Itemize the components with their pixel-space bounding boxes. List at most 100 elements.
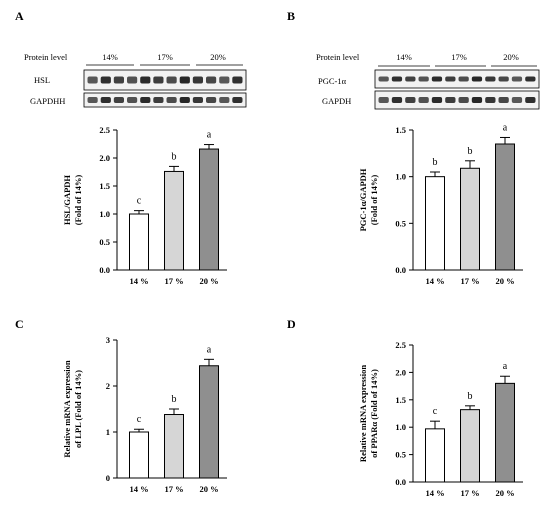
bar [199,148,219,271]
bar-chart-d: 0.0 0.5 1.0 1.5 2.0 2.5 Relative mRNA expressi… [358,340,523,498]
blot-band [458,97,469,103]
western-blot-b: Protein level 14% 17% 20% PGC-1α GAPDH [316,52,540,110]
x-tick-label: 17 % [460,488,479,498]
significance-letter: c [433,406,438,417]
blot-band [140,76,151,84]
panel-label-c: C [15,317,24,331]
blot-band [498,97,509,103]
bar [164,414,184,479]
blot-band [219,97,230,103]
x-tick-label: 17 % [460,276,479,286]
blot-band [418,97,429,103]
significance-letter: a [503,122,508,133]
blot-band [166,97,177,103]
y-tick-label: 1.5 [395,395,406,405]
blot-b-group-14: 14% [396,52,412,62]
blot-band [113,97,124,103]
blot-band [378,76,389,82]
y-axis-label: Relative mRNA expression [62,360,72,457]
blot-a-row-hsl-label: HSL [34,75,50,85]
y-tick-label: 2.0 [99,153,110,163]
x-tick-label: 20 % [495,276,514,286]
y-tick-label: 2.0 [395,367,406,377]
blot-band [153,97,164,103]
significance-letter: b [433,157,438,168]
y-tick-label: 1.0 [395,422,406,432]
blot-band [418,76,429,82]
blot-band [445,97,456,103]
blot-band [113,76,124,84]
x-tick-label: 20 % [199,484,218,494]
blot-a-gapdh-strip [83,92,247,108]
blot-band [485,76,496,82]
x-tick-label: 20 % [199,276,218,286]
blot-band [153,76,164,84]
blot-b-pgc-strip [374,69,540,89]
y-tick-label: 0.0 [99,265,110,275]
y-tick-label: 2.5 [99,125,110,135]
y-tick-label: 0.0 [395,477,406,487]
blot-a-group-20: 20% [210,52,226,62]
x-tick-label: 14 % [425,276,444,286]
y-tick-label: 0.5 [395,218,406,228]
x-tick-label: 17 % [164,484,183,494]
blot-a-group-14: 14% [102,52,118,62]
y-tick-label: 0.0 [395,265,406,275]
panel-label-a: A [15,9,24,23]
blot-b-gapdh-strip [374,90,540,110]
y-tick-label: 1.5 [395,125,406,135]
blot-band [206,97,217,103]
bar-chart-c: 0 1 2 3 Relative mRNA expression of LPL (Fold… [62,335,227,494]
y-axis-label: PGC-1α/GAPDH [358,168,368,231]
blot-a-row-gapdh-label: GAPDHH [30,96,65,106]
blot-band [179,76,190,84]
y-axis-label: of PPARα (Fold of 14%) [369,369,379,458]
bar-chart-b: 0.0 0.5 1.0 1.5 PGC-1α/GAPDH (Fold of 14%) b 14… [358,122,523,286]
y-axis-label: (Fold of 14%) [369,175,379,226]
blot-band [431,76,443,82]
blot-band [511,97,523,103]
blot-band [87,76,98,84]
x-tick-label: 14 % [129,484,148,494]
blot-band [525,97,536,103]
blot-band [100,76,111,84]
blot-band [511,76,523,82]
blot-band [391,76,403,82]
blot-band [485,97,496,103]
y-tick-label: 1.5 [99,181,110,191]
blot-band [192,76,203,84]
blot-band [498,76,509,82]
significance-letter: c [137,196,142,207]
y-tick-label: 1 [106,427,110,437]
x-tick-label: 14 % [129,276,148,286]
bar [129,213,149,271]
significance-letter: b [468,391,473,402]
panel-label-b: B [287,9,295,23]
y-axis-label: HSL/GAPDH [62,175,72,225]
blot-a-group-17: 17% [157,52,173,62]
blot-band [405,97,416,103]
blot-band [206,76,217,84]
blot-band [127,76,138,84]
bar-chart-a: 0.0 0.5 1.0 1.5 2.0 2.5 HSL/GAPDH (Fold of 14%)… [62,125,227,286]
y-tick-label: 0.5 [395,450,406,460]
blot-b-row-gapdh-label: GAPDH [322,96,351,106]
significance-letter: a [207,344,212,355]
blot-band [431,97,443,103]
blot-band [219,76,230,84]
bar [495,382,515,483]
blot-band [87,97,98,103]
y-axis-label: (Fold of 14%) [73,175,83,226]
blot-band [179,97,190,103]
blot-a-protein-level-label: Protein level [24,52,68,62]
blot-b-row-pgc-label: PGC-1α [318,76,347,86]
blot-band [100,97,111,103]
y-tick-label: 0 [106,473,110,483]
bar [164,170,184,271]
significance-letter: b [468,146,473,157]
y-axis-label: of LPL (Fold of 14%) [73,370,83,448]
blot-b-group-20: 20% [503,52,519,62]
blot-band [525,76,536,82]
significance-letter: c [137,414,142,425]
